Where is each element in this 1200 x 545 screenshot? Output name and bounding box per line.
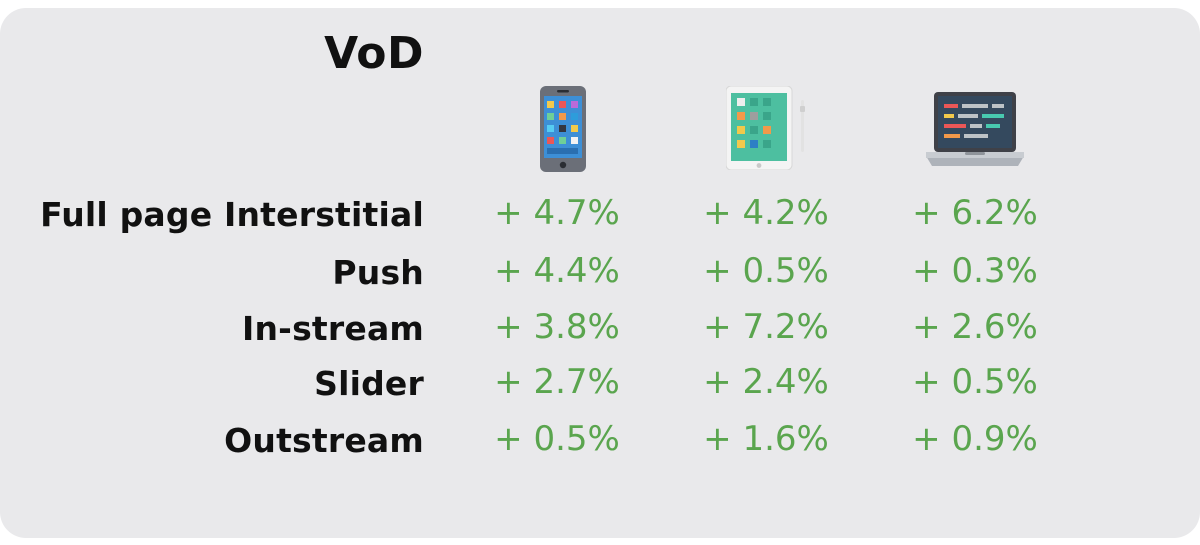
value-cell-laptop: + 6.2%	[912, 193, 1038, 233]
row-label: In-stream	[242, 309, 424, 348]
value-cell-laptop: + 2.6%	[912, 307, 1038, 347]
row-label: Push	[332, 253, 424, 292]
value-cell-laptop: + 0.5%	[912, 362, 1038, 402]
value-cell-smartphone: + 4.7%	[494, 193, 620, 233]
value-cell-tablet: + 0.5%	[703, 251, 829, 291]
value-cell-laptop: + 0.9%	[912, 419, 1038, 459]
row-label: Full page Interstitial	[40, 195, 424, 234]
laptop-icon	[926, 92, 1024, 166]
tablet-icon	[726, 86, 805, 170]
value-cell-tablet: + 7.2%	[703, 307, 829, 347]
value-cell-smartphone: + 2.7%	[494, 362, 620, 402]
value-cell-laptop: + 0.3%	[912, 251, 1038, 291]
value-cell-smartphone: + 0.5%	[494, 419, 620, 459]
value-cell-smartphone: + 4.4%	[494, 251, 620, 291]
page-title: VoD	[324, 28, 424, 79]
row-label: Slider	[314, 364, 424, 403]
value-cell-smartphone: + 3.8%	[494, 307, 620, 347]
smartphone-icon	[540, 86, 586, 172]
row-label: Outstream	[224, 421, 424, 460]
value-cell-tablet: + 1.6%	[703, 419, 829, 459]
value-cell-tablet: + 2.4%	[703, 362, 829, 402]
value-cell-tablet: + 4.2%	[703, 193, 829, 233]
